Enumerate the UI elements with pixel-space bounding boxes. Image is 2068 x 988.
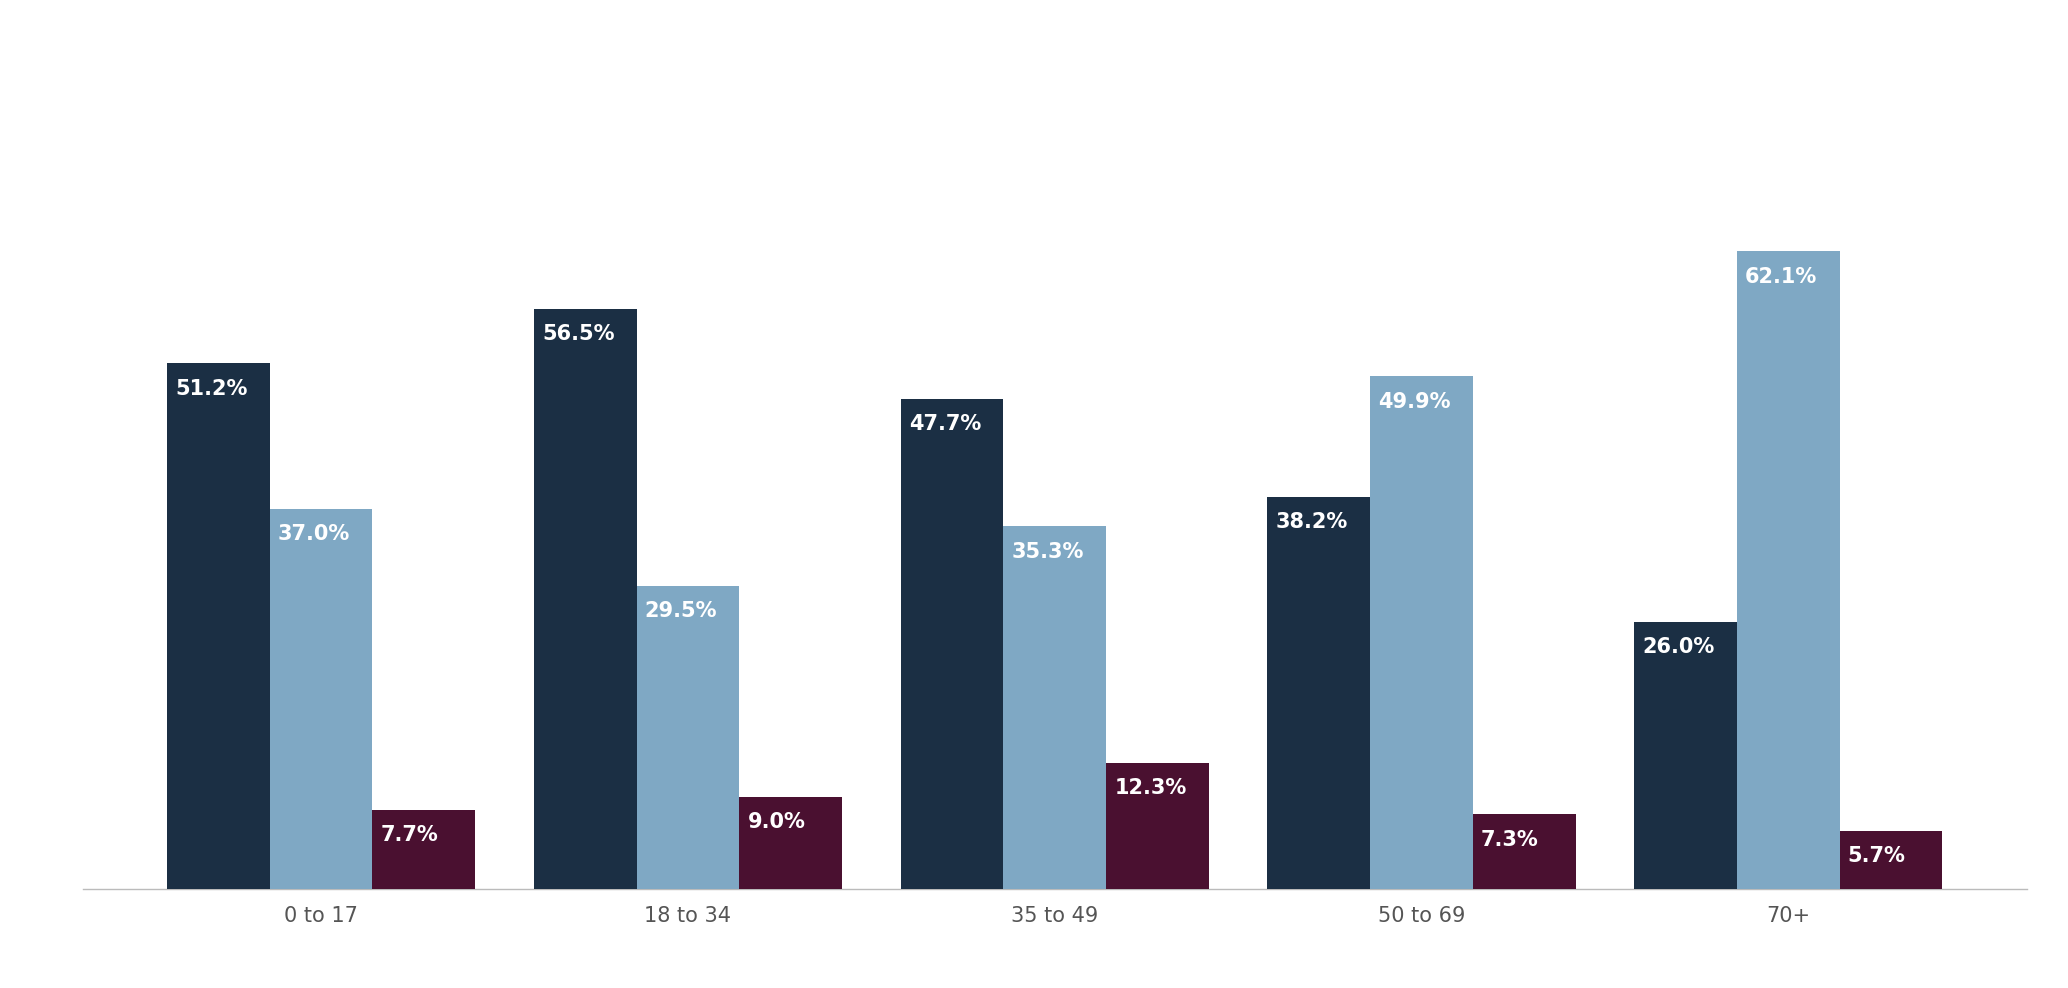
Text: 7.7%: 7.7% — [381, 826, 438, 846]
Text: 29.5%: 29.5% — [645, 602, 718, 621]
Text: 7.3%: 7.3% — [1481, 830, 1539, 850]
Bar — [168, 364, 269, 889]
Bar — [1737, 251, 1841, 889]
Bar — [1634, 622, 1737, 889]
Bar — [1841, 831, 1942, 889]
Bar — [1268, 497, 1371, 889]
Text: 56.5%: 56.5% — [542, 324, 614, 344]
Bar — [902, 399, 1003, 889]
Text: 49.9%: 49.9% — [1379, 392, 1452, 412]
Text: 38.2%: 38.2% — [1276, 512, 1348, 533]
Text: 37.0%: 37.0% — [277, 525, 349, 544]
Bar — [637, 586, 738, 889]
Text: 12.3%: 12.3% — [1115, 779, 1187, 798]
Bar — [1003, 527, 1106, 889]
Text: 51.2%: 51.2% — [176, 378, 248, 398]
Text: 26.0%: 26.0% — [1642, 637, 1714, 657]
Text: 47.7%: 47.7% — [908, 415, 980, 435]
Bar — [738, 796, 842, 889]
Bar — [534, 308, 637, 889]
Bar — [269, 509, 372, 889]
Bar — [372, 810, 476, 889]
Text: 5.7%: 5.7% — [1849, 846, 1907, 866]
Text: 9.0%: 9.0% — [747, 812, 804, 832]
Bar — [1472, 814, 1576, 889]
Text: 62.1%: 62.1% — [1745, 267, 1818, 287]
Text: 35.3%: 35.3% — [1011, 541, 1084, 562]
Bar — [1371, 376, 1472, 889]
Bar — [1106, 763, 1208, 889]
